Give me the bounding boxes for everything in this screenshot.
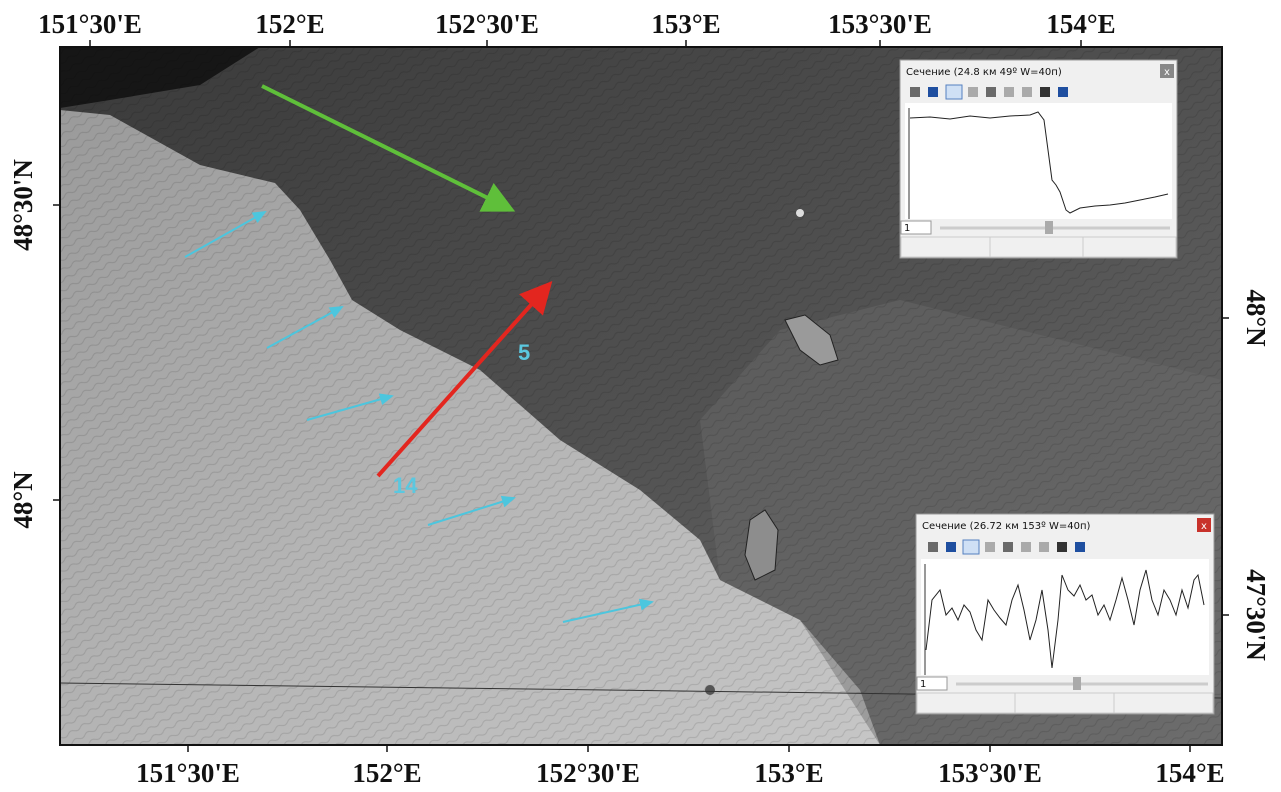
shape xyxy=(1073,677,1081,690)
shape xyxy=(917,693,1213,713)
annotation: 5 xyxy=(518,340,530,365)
bottom-label: 153°30'E xyxy=(938,758,1042,788)
shape xyxy=(1057,542,1067,552)
shape xyxy=(901,237,1176,257)
bottom-label: 152°E xyxy=(352,758,421,788)
window-title: Сечение (24.8 км 49º W=40п) xyxy=(906,67,1062,78)
shape xyxy=(1058,87,1068,97)
shape xyxy=(796,209,804,217)
annotation: 14 xyxy=(393,473,418,498)
spinner-value[interactable]: 1 xyxy=(904,223,910,234)
shape xyxy=(946,85,962,99)
shape xyxy=(705,685,715,695)
bottom-label: 153°E xyxy=(754,758,823,788)
shape xyxy=(1039,542,1049,552)
bottom-label: 152°30'E xyxy=(536,758,640,788)
left-label: 48°N xyxy=(8,471,38,529)
left-label: 48°30'N xyxy=(8,159,38,251)
shape xyxy=(1040,87,1050,97)
shape xyxy=(910,87,920,97)
bottom-label: 151°30'E xyxy=(136,758,240,788)
map-figure: 5 14 151°30'E 152°E 152°30'E 153°E 153°3… xyxy=(0,0,1281,792)
toolbar xyxy=(928,540,1085,554)
shape xyxy=(985,542,995,552)
bottom-label: 154°E xyxy=(1155,758,1224,788)
top-label: 152°30'E xyxy=(435,9,539,39)
shape xyxy=(921,559,1209,675)
top-label: 153°30'E xyxy=(828,9,932,39)
top-label: 153°E xyxy=(651,9,720,39)
top-label: 151°30'E xyxy=(38,9,142,39)
right-label: 48°N xyxy=(1241,289,1271,347)
shape xyxy=(946,542,956,552)
shape xyxy=(928,542,938,552)
toolbar xyxy=(910,85,1068,99)
window-title: Сечение (26.72 км 153º W=40п) xyxy=(922,521,1091,532)
shape xyxy=(1075,542,1085,552)
shape xyxy=(963,540,979,554)
shape xyxy=(1021,542,1031,552)
right-label: 47°30'N xyxy=(1241,569,1271,661)
profile-window: Сечение (26.72 км 153º W=40п) x 1 xyxy=(916,514,1214,714)
shape xyxy=(1003,542,1013,552)
shape xyxy=(1022,87,1032,97)
shape xyxy=(1004,87,1014,97)
close-label[interactable]: x xyxy=(1201,521,1207,532)
spinner-value[interactable]: 1 xyxy=(920,679,926,690)
profile-window: Сечение (24.8 км 49º W=40п) x 1 xyxy=(900,60,1177,258)
close-label[interactable]: x xyxy=(1164,67,1170,78)
shape xyxy=(1045,221,1053,234)
shape xyxy=(968,87,978,97)
top-label: 154°E xyxy=(1046,9,1115,39)
shape xyxy=(986,87,996,97)
top-label: 152°E xyxy=(255,9,324,39)
shape xyxy=(928,87,938,97)
